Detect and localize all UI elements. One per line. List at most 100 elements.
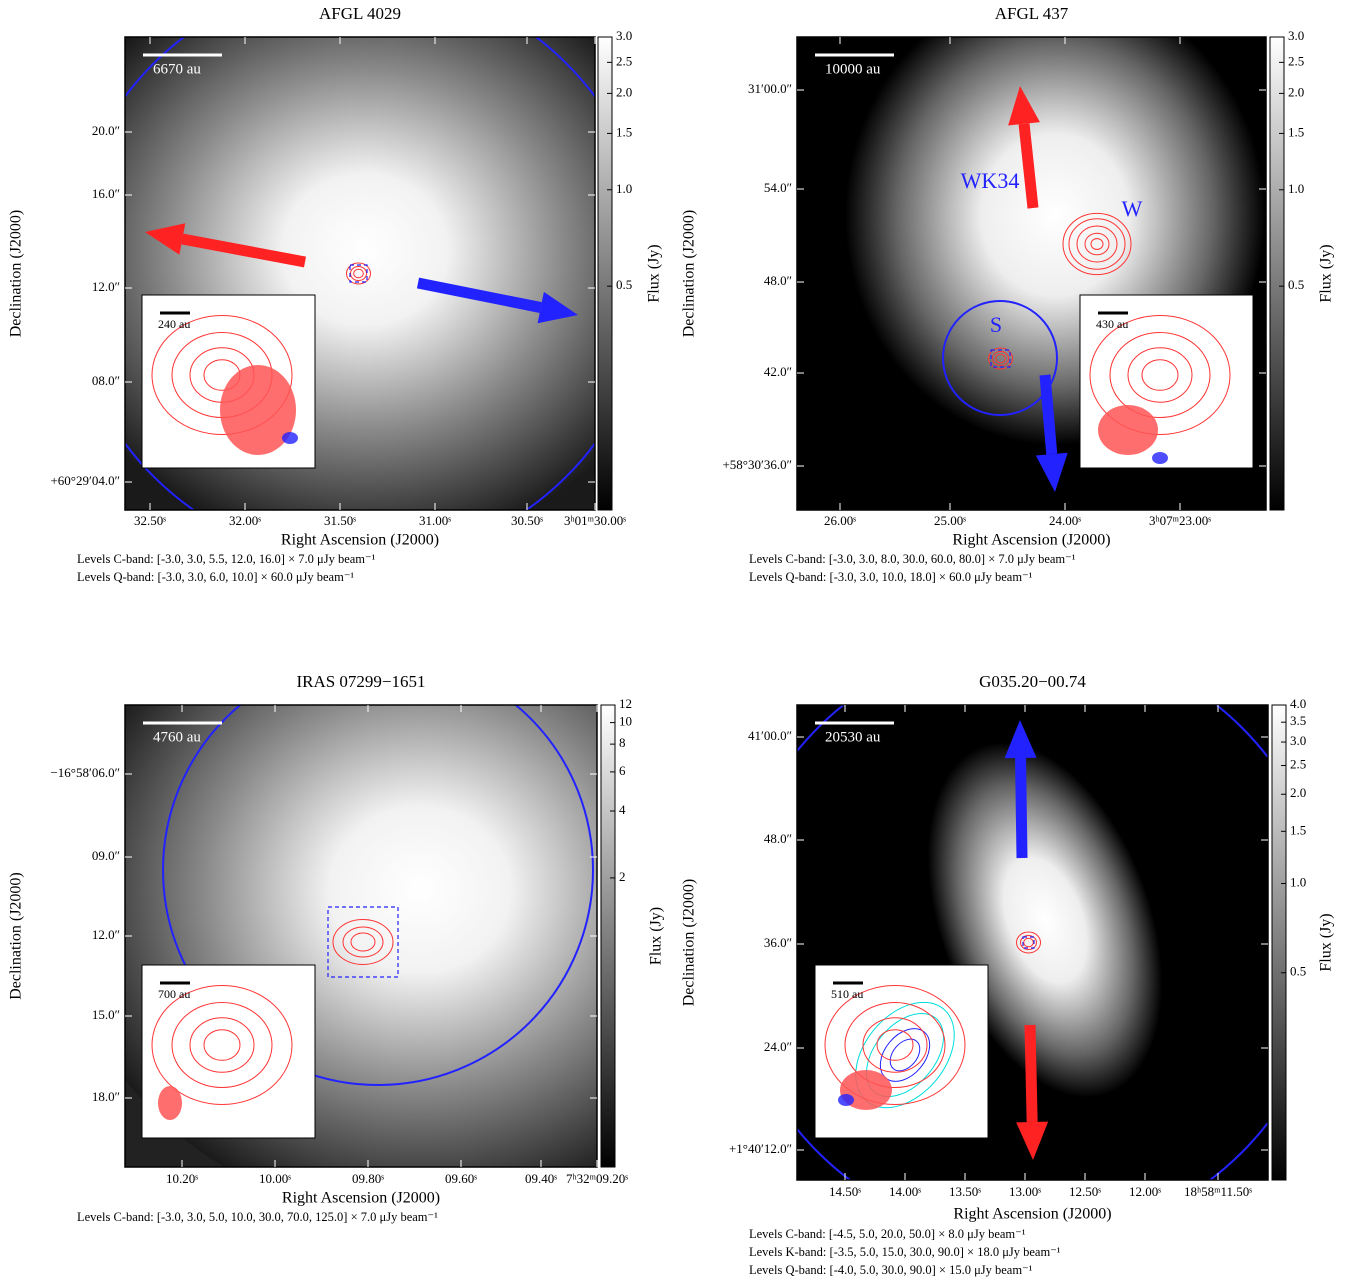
y-axis-label: Declination (J2000) (681, 879, 698, 1007)
colorbar-tick-label: 2.0 (616, 84, 632, 99)
y-tick-label: +60°29′04.0″ (50, 473, 120, 488)
y-tick-label: −16°58′06.0″ (50, 765, 120, 780)
x-tick-label: 13.00ˢ (1009, 1184, 1041, 1199)
x-tick-label: 09.60ˢ (445, 1171, 477, 1186)
colorbar-tick-label: 0.5 (616, 277, 632, 292)
x-tick-label: 25.00ˢ (934, 513, 966, 528)
inset-beam (158, 1086, 182, 1120)
colorbar-tick-label: 10 (619, 714, 632, 729)
y-tick-label: 48.0″ (764, 831, 792, 846)
colorbar (1272, 705, 1286, 1180)
x-axis-label: Right Ascension (J2000) (282, 1190, 440, 1207)
contour-levels-note: Levels C-band: [-3.0, 3.0, 5.0, 10.0, 30… (77, 1210, 438, 1224)
panel-title: AFGL 437 (995, 4, 1069, 23)
y-tick-label: 16.0″ (92, 186, 120, 201)
colorbar-tick-label: 3.5 (1290, 713, 1306, 728)
colorbar-tick-label: 1.0 (616, 181, 632, 196)
scale-bar-label: 4760 au (153, 729, 201, 745)
y-tick-label: 42.0″ (764, 364, 792, 379)
x-tick-label: 10.00ˢ (259, 1171, 291, 1186)
x-axis-label: Right Ascension (J2000) (281, 532, 439, 549)
image-panel: 20530 au 510 au (730, 640, 1330, 1240)
inset-beam (1098, 405, 1158, 455)
contour-levels-note: Levels Q-band: [-4.0, 5.0, 30.0, 90.0] ×… (749, 1263, 1033, 1277)
colorbar-tick-label: 4 (619, 802, 626, 817)
inset-scale-label: 430 au (1096, 317, 1128, 331)
colorbar-tick-label: 2.0 (1288, 84, 1304, 99)
x-tick-label: 14.00ˢ (889, 1184, 921, 1199)
x-tick-label: 09.80ˢ (352, 1171, 384, 1186)
y-tick-label: 18.0″ (92, 1089, 120, 1104)
y-tick-label: 20.0″ (92, 123, 120, 138)
colorbar-tick-label: 1.0 (1290, 874, 1306, 889)
x-tick-label: 31.50ˢ (324, 513, 356, 528)
colorbar-tick-label: 1.0 (1288, 181, 1304, 196)
x-tick-label: 32.00ˢ (229, 513, 261, 528)
x-tick-label: 14.50ˢ (829, 1184, 861, 1199)
x-tick-label: 32.50ˢ (134, 513, 166, 528)
colorbar-tick-label: 2.5 (1290, 757, 1306, 772)
x-axis-label: Right Ascension (J2000) (953, 1206, 1111, 1223)
page: {"chart_data": [ {"type": "image", "titl… (0, 0, 1364, 1285)
inset-beam (282, 432, 298, 444)
y-tick-label: +58°30′36.0″ (722, 457, 792, 472)
x-axis-label: Right Ascension (J2000) (952, 532, 1110, 549)
x-tick-label: 18ʰ58ᵐ11.50ˢ (1184, 1184, 1252, 1199)
x-tick-label: 10.20ˢ (166, 1171, 198, 1186)
colorbar-tick-label: 0.5 (1290, 964, 1306, 979)
colorbar (601, 705, 615, 1167)
colorbar (1270, 37, 1284, 510)
contour-levels-note: Levels C-band: [-3.0, 3.0, 8.0, 30.0, 60… (749, 552, 1076, 566)
x-tick-label: 3ʰ01ᵐ30.00ˢ (564, 513, 626, 528)
x-tick-label: 3ʰ07ᵐ23.00ˢ (1149, 513, 1211, 528)
scale-bar-label: 10000 au (825, 61, 881, 77)
y-tick-label: 36.0″ (764, 935, 792, 950)
image-panel: 6670 au 240 au (35, 0, 695, 562)
y-tick-label: 12.0″ (92, 927, 120, 942)
colorbar-tick-label: 4.0 (1290, 696, 1306, 711)
colorbar-tick-label: 12 (619, 696, 632, 711)
panel-title: IRAS 07299−1651 (296, 672, 425, 691)
colorbar-tick-label: 3.0 (1288, 28, 1304, 43)
contour-levels-note: Levels C-band: [-3.0, 3.0, 5.5, 12.0, 16… (77, 552, 376, 566)
y-axis-label: Declination (J2000) (8, 210, 25, 338)
x-tick-label: 7ʰ32ᵐ09.20ˢ (566, 1171, 628, 1186)
scale-bar-label: 20530 au (825, 729, 881, 745)
x-tick-label: 30.50ˢ (511, 513, 543, 528)
image-panel: 4760 au 700 au (60, 560, 780, 1220)
x-tick-label: 24.00ˢ (1049, 513, 1081, 528)
colorbar-label: Flux (Jy) (1318, 913, 1335, 971)
colorbar-tick-label: 1.5 (1288, 124, 1304, 139)
colorbar-label: Flux (Jy) (646, 244, 663, 302)
inset-scale-label: 510 au (831, 987, 863, 1001)
x-tick-label: 12.50ˢ (1069, 1184, 1101, 1199)
y-axis-label: Declination (J2000) (681, 210, 698, 338)
y-tick-label: 24.0″ (764, 1039, 792, 1054)
x-tick-label: 31.00ˢ (419, 513, 451, 528)
contour-levels-note: Levels Q-band: [-3.0, 3.0, 10.0, 18.0] ×… (749, 570, 1033, 584)
colorbar-tick-label: 2 (619, 869, 626, 884)
outflow-arrow (1030, 1025, 1032, 1122)
colorbar-label: Flux (Jy) (648, 907, 665, 965)
y-tick-label: 08.0″ (92, 373, 120, 388)
inset-scale-label: 700 au (158, 987, 190, 1001)
x-tick-label: 26.00ˢ (824, 513, 856, 528)
inset-beam (1152, 452, 1168, 464)
y-tick-label: 12.0″ (92, 279, 120, 294)
contour-levels-note: Levels C-band: [-4.5, 5.0, 20.0, 50.0] ×… (749, 1227, 1026, 1241)
image-panel: 10000 au430 auWK34WS (797, 0, 1266, 510)
y-tick-label: 48.0″ (764, 273, 792, 288)
colorbar-tick-label: 1.5 (1290, 822, 1306, 837)
source-label: W (1122, 196, 1143, 221)
scale-bar-label: 6670 au (153, 61, 201, 77)
inset-scale-label: 240 au (158, 317, 190, 331)
panel-title: G035.20−00.74 (979, 672, 1086, 691)
colorbar-tick-label: 6 (619, 763, 626, 778)
colorbar-tick-label: 3.0 (1290, 733, 1306, 748)
inset-beam (838, 1094, 854, 1106)
x-tick-label: 09.40ˢ (525, 1171, 557, 1186)
y-tick-label: 15.0″ (92, 1007, 120, 1022)
x-tick-label: 12.00ˢ (1129, 1184, 1161, 1199)
source-label: S (990, 312, 1002, 337)
panel-title: AFGL 4029 (319, 4, 401, 23)
